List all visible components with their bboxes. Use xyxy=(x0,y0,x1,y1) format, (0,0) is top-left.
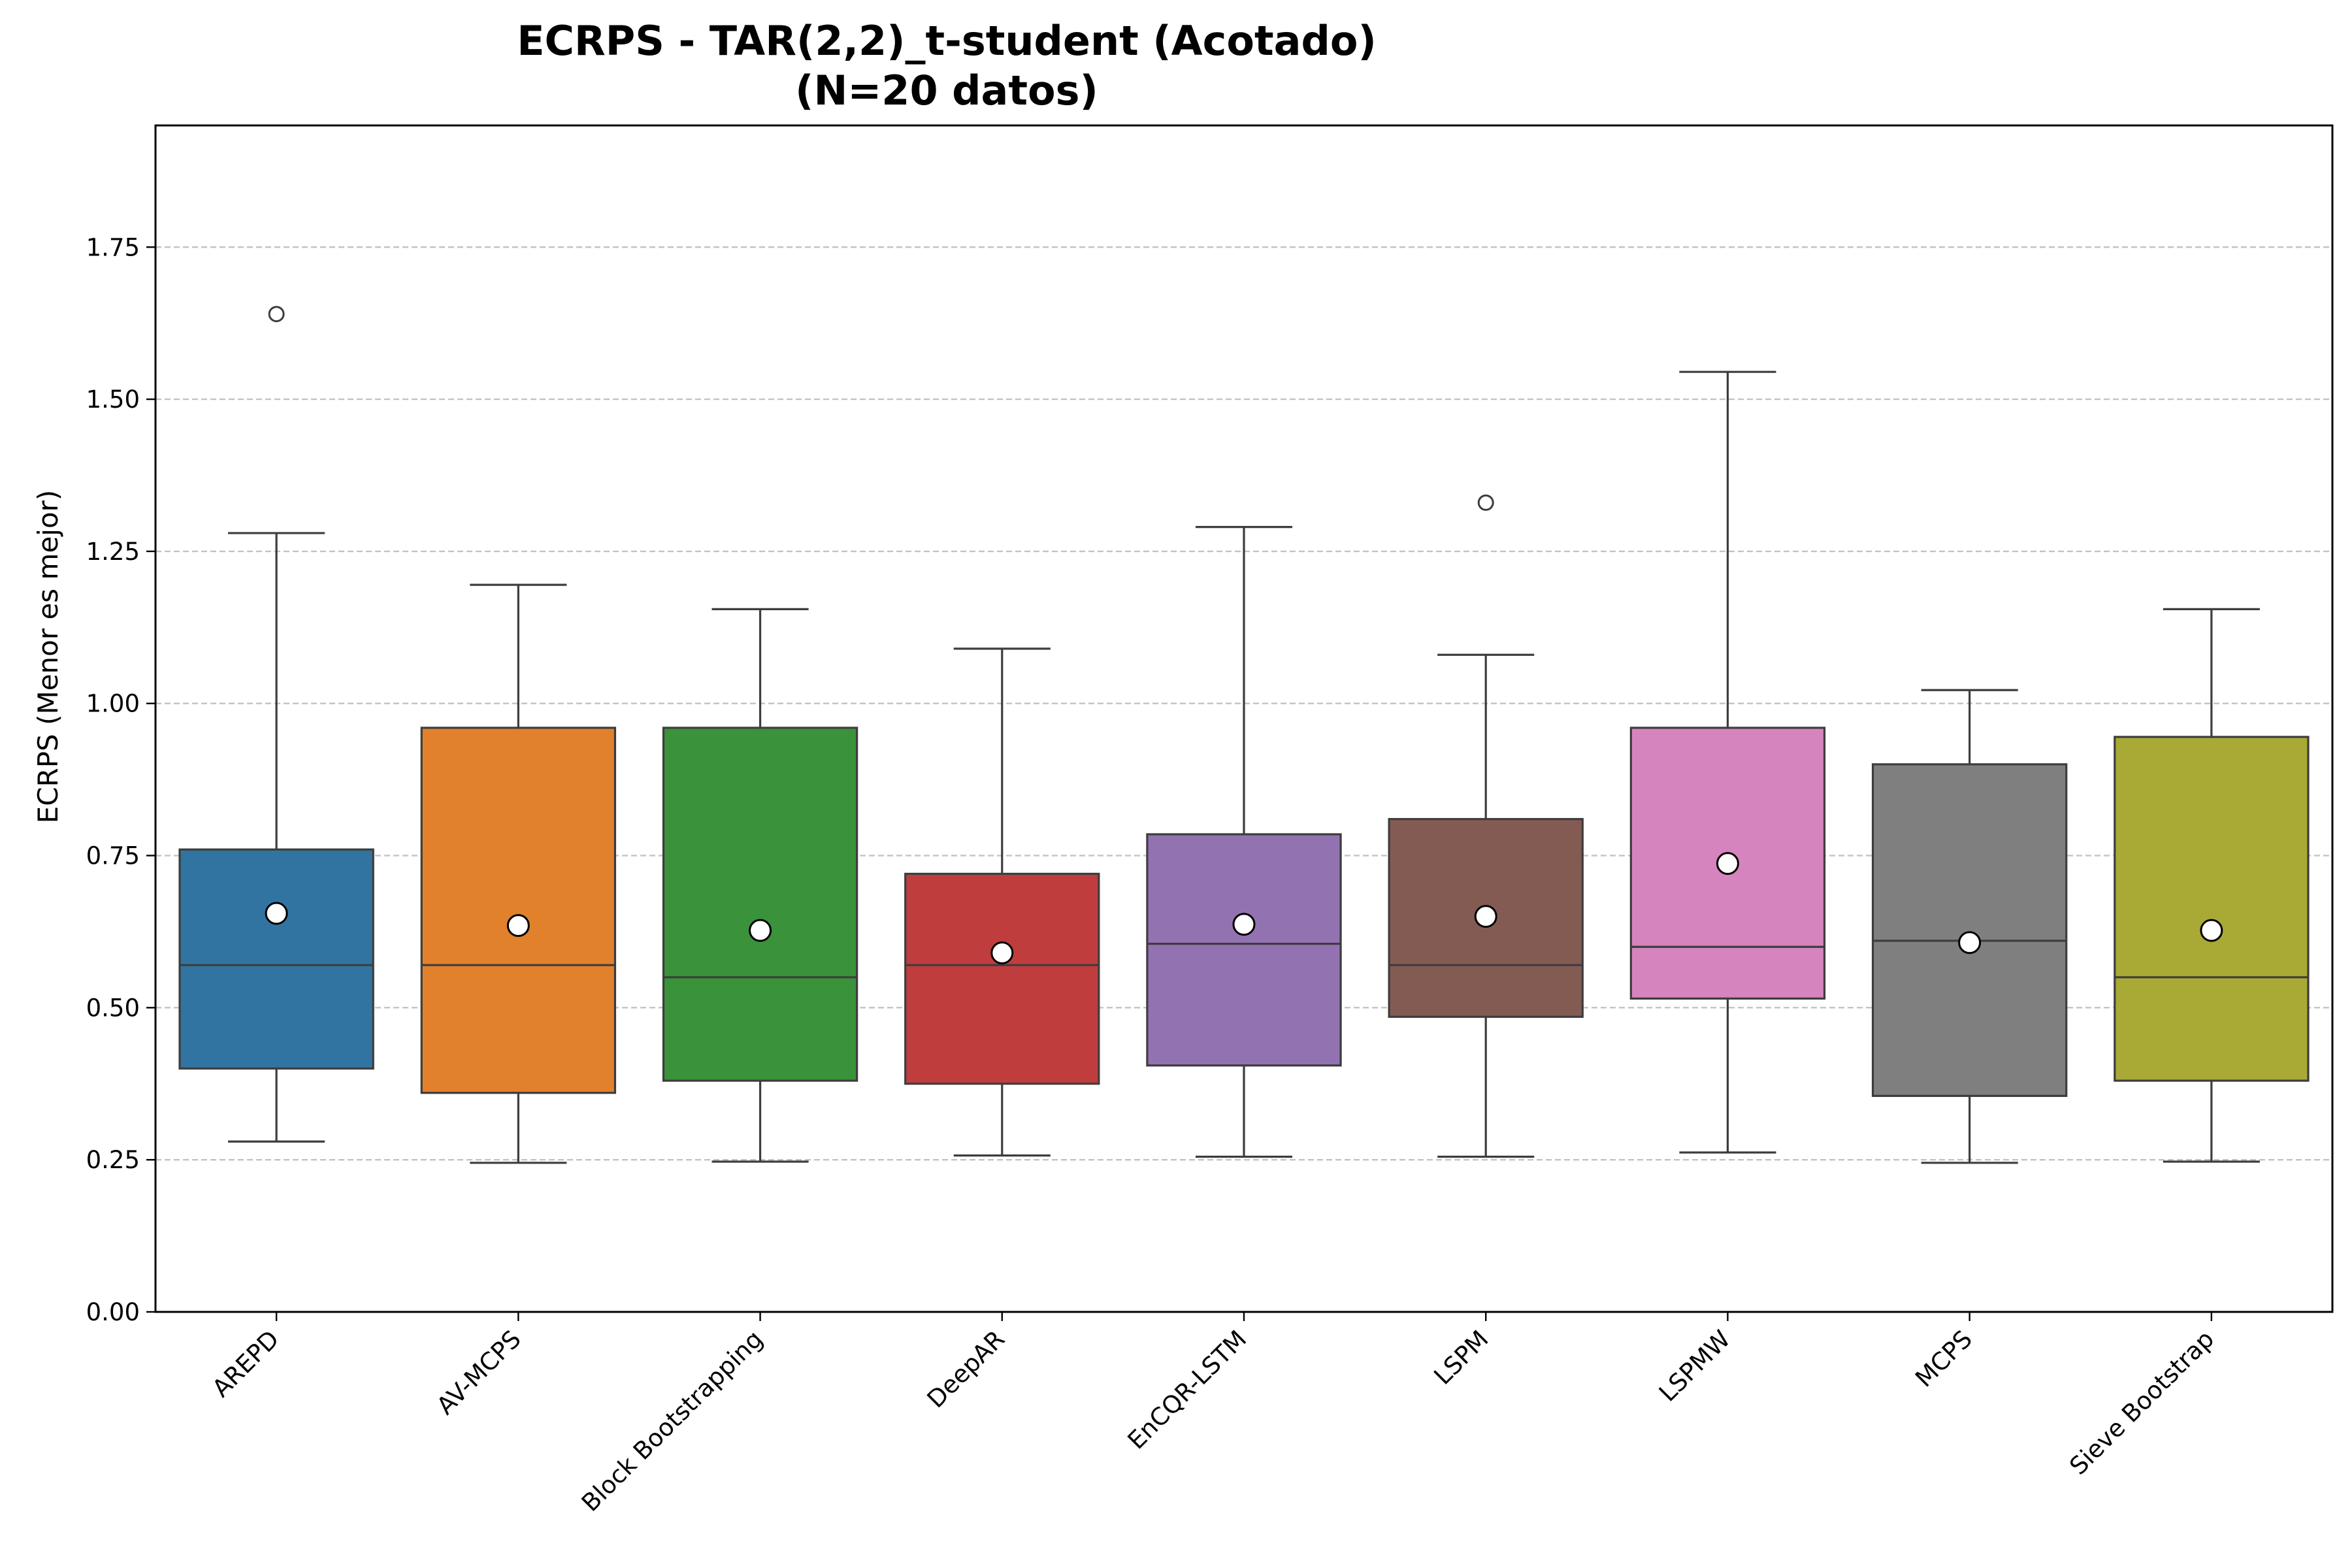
x-tick-label: AREPD xyxy=(207,1325,285,1403)
x-tick-label: Block Bootstrapping xyxy=(576,1325,768,1517)
y-tick-label: 1.00 xyxy=(86,690,140,718)
iqr-box xyxy=(662,727,858,1082)
y-axis-label: ECRPS (Menor es mejor) xyxy=(32,490,64,824)
mean-marker xyxy=(265,902,288,925)
x-tick-label: EnCQR-LSTM xyxy=(1122,1325,1252,1455)
y-tick-label: 0.25 xyxy=(86,1146,140,1174)
mean-marker xyxy=(749,919,772,942)
mean-marker xyxy=(2200,919,2223,942)
chart-subtitle: (N=20 datos) xyxy=(795,67,1098,114)
y-tick-label: 0.75 xyxy=(86,842,140,870)
outlier-point xyxy=(1477,494,1494,511)
y-tick-label: 1.25 xyxy=(86,538,140,566)
box-deepar xyxy=(904,647,1100,1157)
x-tick-label: LSPMW xyxy=(1654,1325,1736,1407)
x-tick-label: Sieve Bootstrap xyxy=(2064,1325,2219,1480)
iqr-box xyxy=(178,848,374,1070)
mean-marker xyxy=(1232,913,1256,936)
iqr-box xyxy=(904,872,1100,1085)
x-tick-label: AV-MCPS xyxy=(431,1325,527,1420)
iqr-box xyxy=(1146,833,1342,1067)
mean-marker xyxy=(506,914,530,938)
x-tick-label: LSPM xyxy=(1429,1325,1494,1390)
mean-marker xyxy=(990,941,1014,965)
mean-marker xyxy=(1958,931,1982,955)
outlier-point xyxy=(268,306,285,323)
box-group xyxy=(178,306,2310,1164)
box-lspmw xyxy=(1629,370,1826,1154)
y-tick-label: 0.50 xyxy=(86,994,140,1022)
iqr-box xyxy=(420,727,617,1094)
iqr-box xyxy=(2114,736,2310,1082)
chart-title: ECRPS - TAR(2,2)_t-student (Acotado) xyxy=(517,17,1377,65)
box-av-mcps xyxy=(420,583,617,1164)
box-arepd xyxy=(178,306,374,1143)
iqr-box xyxy=(1871,763,2068,1097)
x-tick-label: MCPS xyxy=(1910,1325,1978,1393)
box-block-bootstrapping xyxy=(662,608,858,1163)
y-tick-label: 0.00 xyxy=(86,1298,140,1326)
mean-marker xyxy=(1716,852,1739,875)
box-lspm xyxy=(1388,494,1584,1158)
y-tick-label: 1.50 xyxy=(86,385,140,414)
mean-marker xyxy=(1474,905,1497,928)
box-mcps xyxy=(1871,689,2068,1164)
y-tick-label: 1.75 xyxy=(86,233,140,261)
x-tick-label: DeepAR xyxy=(922,1325,1010,1413)
box-encqr-lstm xyxy=(1146,526,1342,1158)
box-sieve-bootstrap xyxy=(2114,608,2310,1163)
